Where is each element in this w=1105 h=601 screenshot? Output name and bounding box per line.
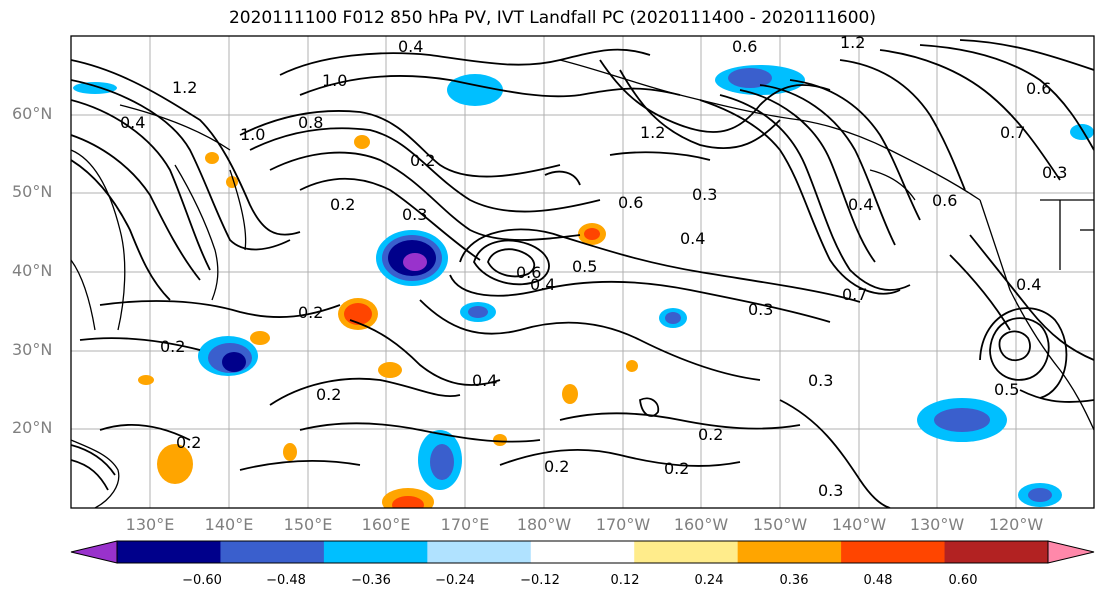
contour-lines [71, 39, 1094, 508]
contour-label: 0.2 [330, 195, 355, 214]
colorbar-segment [944, 541, 1049, 563]
lon-label-160e: 160°E [361, 515, 411, 534]
contour-label: 0.6 [618, 193, 643, 212]
contour-label: 0.2 [664, 459, 689, 478]
contour-label: 0.5 [994, 380, 1019, 399]
colorbar-tick-label: −0.12 [520, 573, 560, 588]
colorbar-tick-label: 0.60 [948, 573, 978, 588]
lat-label-30n: 30°N [12, 340, 53, 359]
contour-label-group: 0.4 0.6 1.2 1.0 0.4 1.2 0.8 0.3 0.2 0.2 … [120, 33, 1067, 500]
gridlines [71, 36, 1094, 508]
colorbar-tick-label: 0.36 [779, 573, 809, 588]
contour-label: 0.2 [176, 433, 201, 452]
contour-label: 1.0 [322, 71, 347, 90]
colorbar [70, 540, 1095, 564]
colorbar-tick-label: −0.60 [182, 573, 222, 588]
contour-label: 0.4 [398, 37, 423, 56]
contour-label: 0.5 [572, 257, 597, 276]
contour-label: 1.0 [240, 125, 265, 144]
map-frame [70, 35, 1095, 509]
colorbar-tick-label: −0.36 [351, 573, 391, 588]
colorbar-segment [323, 541, 428, 563]
contour-label: 1.2 [640, 123, 665, 142]
colorbar-segment [737, 541, 842, 563]
coastlines [71, 59, 1094, 508]
contour-label: 0.3 [1042, 163, 1067, 182]
colorbar-tick-label: 0.24 [694, 573, 724, 588]
lon-label-170e: 170°E [440, 515, 490, 534]
pv-fill-areas [73, 65, 1094, 508]
contour-label: 0.7 [842, 285, 867, 304]
lat-label-60n: 60°N [12, 104, 53, 123]
contour-label: 0.6 [516, 263, 541, 282]
contour-label: 0.4 [472, 371, 497, 390]
contour-label: 1.2 [840, 33, 865, 52]
contour-label: 0.3 [818, 481, 843, 500]
colorbar-segment [634, 541, 739, 563]
lon-label-130w: 130°W [909, 515, 965, 534]
contour-label: 0.4 [530, 275, 555, 294]
contour-label: 0.8 [298, 113, 323, 132]
lon-label-160w: 160°W [673, 515, 729, 534]
contour-label: 0.6 [932, 191, 957, 210]
contour-label: 0.2 [316, 385, 341, 404]
contour-label: 0.3 [692, 185, 717, 204]
colorbar-tick-label: 0.12 [610, 573, 640, 588]
colorbar-segment [530, 541, 635, 563]
contour-label: 0.2 [298, 303, 323, 322]
lat-label-40n: 40°N [12, 261, 53, 280]
contour-label: 0.2 [410, 151, 435, 170]
colorbar-segment [117, 541, 221, 563]
colorbar-segment [220, 541, 325, 563]
contour-label: 0.4 [1016, 275, 1041, 294]
colorbar-tick-label: −0.48 [266, 573, 306, 588]
lon-label-180w: 180°W [516, 515, 572, 534]
contour-label: 0.2 [544, 457, 569, 476]
contour-label: 0.3 [402, 205, 427, 224]
contour-label: 0.3 [748, 300, 773, 319]
contour-label: 0.7 [1000, 123, 1025, 142]
map-title: 2020111100 F012 850 hPa PV, IVT Landfall… [228, 8, 876, 28]
contour-label: 1.2 [172, 78, 197, 97]
contour-label: 0.2 [160, 337, 185, 356]
colorbar-segment [841, 541, 946, 563]
lon-label-140w: 140°W [831, 515, 887, 534]
lon-label-140e: 140°E [204, 515, 254, 534]
contour-label: 0.6 [732, 37, 757, 56]
lat-label-50n: 50°N [12, 182, 53, 201]
lon-label-120w: 120°W [988, 515, 1044, 534]
contour-label: 0.2 [698, 425, 723, 444]
lon-label-150w: 150°W [752, 515, 808, 534]
lon-label-170w: 170°W [595, 515, 651, 534]
contour-label: 0.4 [848, 195, 873, 214]
colorbar-tick-label: −0.24 [435, 573, 475, 588]
contour-label: 0.4 [120, 113, 145, 132]
lon-label-150e: 150°E [283, 515, 333, 534]
contour-label: 0.4 [680, 229, 705, 248]
colorbar-tick-label: 0.48 [863, 573, 893, 588]
colorbar-left-extension [70, 540, 118, 564]
contour-label: 0.3 [808, 371, 833, 390]
colorbar-segment [427, 541, 532, 563]
lon-label-130e: 130°E [125, 515, 175, 534]
colorbar-right-extension [1047, 540, 1095, 564]
lat-label-20n: 20°N [12, 418, 53, 437]
contour-label: 0.6 [1026, 79, 1051, 98]
